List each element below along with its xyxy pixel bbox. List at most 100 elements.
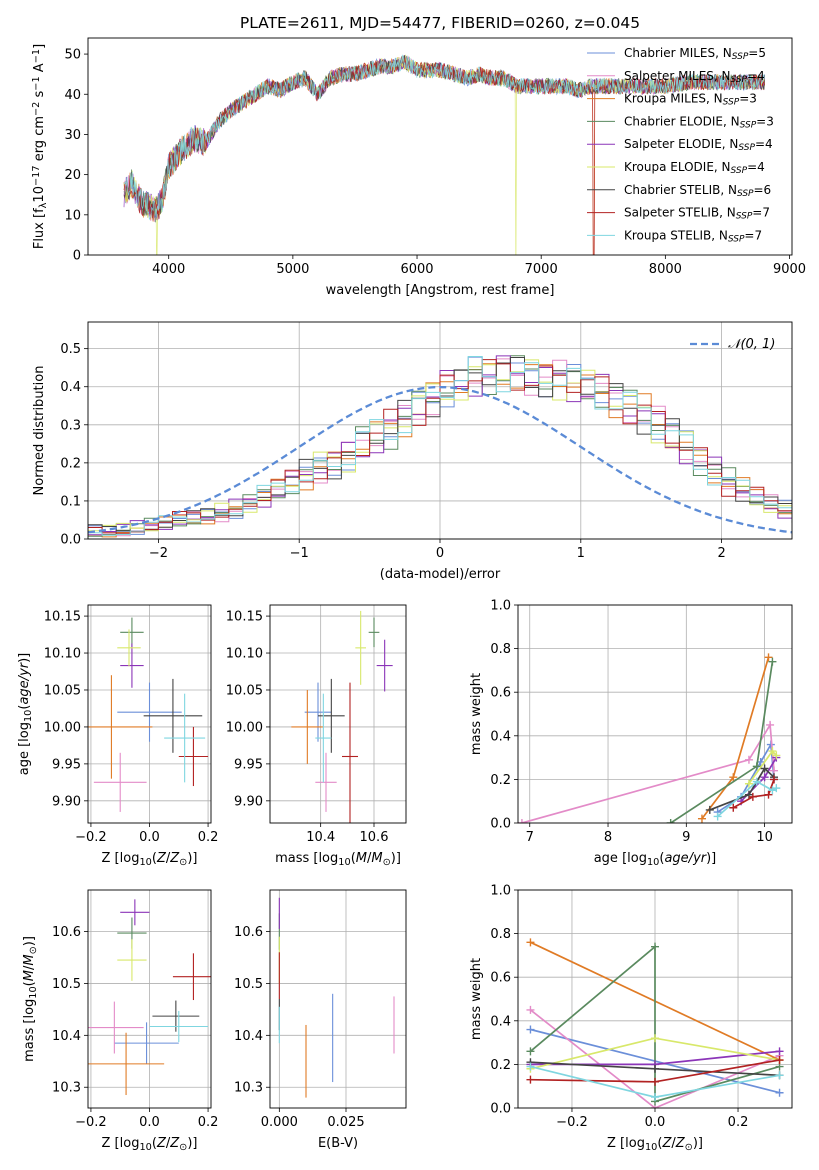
legend-label: Kroupa MILES, NSSP=3	[624, 92, 757, 108]
legend-label: Chabrier STELIB, NSSP=6	[624, 183, 771, 199]
series-marker	[764, 790, 773, 799]
y-tick-label: 0.4	[490, 1014, 511, 1029]
legend-label-eq: =5	[748, 46, 766, 60]
age-vs-Z-ylabel-part: (	[17, 705, 32, 710]
series-marker	[769, 775, 778, 784]
x-tick-label: 8	[604, 830, 612, 845]
series-marker	[744, 779, 753, 788]
mass-vs-Z-ylabel-part: )]	[22, 936, 37, 946]
y-tick-label: 9.95	[52, 757, 81, 772]
age-vs-mass-points	[291, 610, 393, 823]
y-tick-label: 10.5	[234, 977, 263, 992]
y-tick-label: 10.6	[52, 925, 81, 940]
x-tick-label: 4000	[152, 262, 185, 277]
series-marker	[526, 1005, 535, 1014]
legend-label: Kroupa ELODIE, NSSP=4	[624, 160, 765, 176]
series-marker	[651, 1077, 659, 1086]
age-vs-Z-ylabel-part: 10	[23, 710, 34, 722]
age-vs-Z-points	[88, 617, 209, 812]
age-vs-mass-xlabel-part: ⊙	[383, 857, 391, 868]
massweight-vs-age-axes: 7 8 9 10 0.0 0.2 0.4 0.6 0.8 1.0	[490, 599, 792, 845]
series-marker	[772, 751, 781, 760]
massweight-vs-Z-xlabel-part: )]	[693, 1136, 703, 1151]
y-tick-label: 9.90	[52, 794, 81, 809]
spectrum-series-line	[123, 54, 766, 221]
massweight-vs-Z-frame	[517, 889, 793, 1109]
massweight-vs-Z-xlabel-part: Z	[661, 1136, 672, 1151]
legend-label-sub: SSP	[736, 212, 753, 222]
spectrum-ylabel-part: −1	[31, 49, 42, 63]
legend-label-sub: SSP	[731, 166, 748, 176]
series-marker	[768, 657, 777, 666]
mass-vs-Z-ylabel-part: M	[22, 970, 37, 981]
y-tick-label: 0.0	[490, 1102, 511, 1117]
legend-label: Chabrier MILES, NSSP=5	[624, 46, 766, 62]
series-marker	[651, 1064, 659, 1073]
massweight-vs-Z-xlabel-part: 10	[645, 1142, 657, 1153]
y-tick-label: 0.6	[490, 686, 511, 701]
mass-vs-Z-xlabel-part: 10	[139, 1142, 151, 1153]
spectrum-ylabel-part: 10	[32, 186, 47, 203]
spectrum-ylabel-part: ]	[32, 44, 47, 49]
x-tick-label: 7	[526, 830, 534, 845]
y-tick-label: 0.0	[60, 533, 81, 548]
x-tick-label: 0.0	[645, 1115, 666, 1130]
age-vs-Z-frame	[87, 604, 212, 824]
mass-vs-Z-ylabel-part: 10	[28, 986, 39, 998]
x-tick-label: 0.025	[327, 1115, 364, 1130]
legend-label: Salpeter ELODIE, NSSP=4	[624, 137, 773, 153]
series-marker	[651, 1093, 659, 1102]
spectrum-ylabel-part: A	[32, 63, 47, 76]
massweight-vs-Z-xlabel-part: Z [log	[607, 1136, 645, 1151]
massweight-vs-age-xlabel-part: age/yr	[664, 851, 707, 866]
y-tick-label: 40	[64, 88, 81, 103]
spectrum-ylabel-part: λ	[38, 202, 49, 208]
mass-vs-Z-ylabel-part: mass [log	[22, 999, 37, 1062]
y-tick-label: 10.4	[234, 1029, 263, 1044]
series-marker	[526, 1062, 535, 1071]
legend-label-text: Chabrier ELODIE, N	[624, 114, 740, 128]
series-marker	[752, 762, 761, 771]
x-tick-label: 0.000	[261, 1115, 298, 1130]
mass-vs-Z-xlabel-part: Z	[156, 1136, 167, 1151]
legend-label: Kroupa STELIB, NSSP=7	[624, 228, 762, 244]
massweight-vs-age-xlabel-part: 10	[647, 857, 659, 868]
histogram-series-step	[88, 356, 792, 539]
series-marker	[760, 773, 769, 782]
mass-vs-Z-ylabel-part: M	[22, 954, 37, 965]
age-vs-Z-ylabel-part: age [log	[17, 722, 32, 775]
spectrum-ylabel-part: erg cm	[32, 116, 47, 165]
series-marker	[526, 938, 535, 947]
y-tick-label: 50	[64, 48, 81, 63]
y-tick-label: 0.3	[60, 418, 81, 433]
legend-label-eq: =3	[739, 92, 757, 106]
massweight-vs-Z-xlabel: Z [log10(Z/Z⊙)]	[607, 1136, 703, 1153]
x-tick-label: 10.6	[360, 830, 389, 845]
spectrum-lines	[123, 54, 766, 255]
y-tick-label: 0.2	[490, 1058, 511, 1073]
mass-vs-Z-points	[88, 899, 211, 1096]
mass-vs-Z-xlabel-part: )]	[187, 1136, 197, 1151]
age-vs-mass-xlabel-part: mass [log	[275, 851, 338, 866]
x-tick-label: 0.2	[198, 1115, 219, 1130]
x-tick-label: 1	[577, 546, 585, 561]
age-vs-mass-xlabel: mass [log10(M/M⊙)]	[275, 851, 401, 868]
legend-label-text: Salpeter STELIB, N	[624, 206, 736, 220]
age-vs-Z-xlabel-part: 10	[139, 857, 151, 868]
legend-label-sub: SSP	[732, 52, 749, 62]
y-tick-label: 20	[64, 168, 81, 183]
series-marker	[705, 805, 714, 814]
series-marker	[764, 653, 773, 662]
spectrum-ylabel-part: −17	[31, 165, 42, 186]
legend-label-sub: SSP	[723, 98, 740, 108]
y-tick-label: 0.8	[490, 642, 511, 657]
legend-label-sub: SSP	[737, 189, 754, 199]
series-line	[717, 780, 777, 818]
y-tick-label: 10.15	[44, 610, 81, 625]
series-line	[717, 741, 775, 813]
legend-label-text: Salpeter ELODIE, N	[624, 137, 738, 151]
y-tick-label: 30	[64, 128, 81, 143]
y-tick-label: 10.6	[234, 925, 263, 940]
residual-histogram-ylabel: Normed distribution	[32, 366, 47, 496]
y-tick-label: 10.10	[226, 647, 263, 662]
